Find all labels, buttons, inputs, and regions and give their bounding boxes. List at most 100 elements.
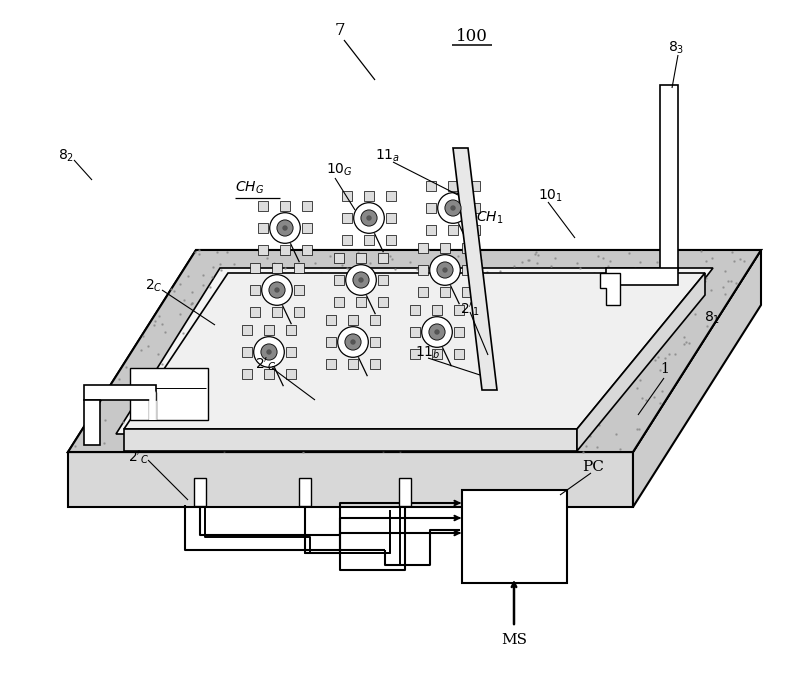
Text: $8_2$: $8_2$ — [58, 148, 74, 165]
Text: PC: PC — [582, 460, 604, 474]
Bar — [326, 359, 336, 369]
Bar — [250, 264, 260, 273]
Bar — [334, 253, 344, 264]
Polygon shape — [84, 400, 100, 445]
Circle shape — [274, 288, 280, 293]
Bar — [386, 213, 395, 223]
Bar — [426, 225, 436, 234]
Bar — [399, 478, 411, 506]
Polygon shape — [124, 429, 577, 451]
Bar — [378, 275, 387, 285]
Bar — [299, 478, 311, 506]
Bar — [342, 235, 352, 245]
Bar — [242, 369, 252, 378]
Bar — [264, 326, 274, 335]
Bar — [448, 225, 458, 234]
Bar — [454, 305, 463, 316]
Polygon shape — [633, 250, 761, 507]
Polygon shape — [453, 148, 497, 390]
Bar — [410, 348, 420, 359]
Circle shape — [254, 337, 284, 367]
Bar — [462, 265, 471, 275]
Bar — [386, 191, 395, 201]
Circle shape — [346, 265, 376, 295]
Circle shape — [277, 220, 293, 236]
Bar — [470, 225, 479, 234]
Circle shape — [450, 206, 456, 210]
Bar — [258, 201, 268, 211]
Circle shape — [437, 262, 453, 278]
Circle shape — [445, 200, 461, 216]
Bar — [470, 203, 479, 213]
Bar — [242, 326, 252, 335]
Bar — [448, 182, 458, 191]
Bar — [294, 285, 303, 295]
Bar — [462, 243, 471, 253]
Bar — [348, 316, 358, 325]
Bar — [302, 201, 311, 211]
Bar — [286, 347, 295, 357]
Bar — [378, 253, 387, 264]
Bar — [410, 327, 420, 337]
Polygon shape — [68, 452, 633, 507]
Bar — [286, 326, 295, 335]
Bar — [342, 213, 352, 223]
Circle shape — [442, 267, 448, 273]
Circle shape — [353, 272, 369, 288]
Bar — [454, 327, 463, 337]
Bar — [364, 235, 374, 245]
Bar — [462, 490, 567, 583]
Circle shape — [270, 212, 300, 243]
Bar — [364, 191, 374, 201]
Circle shape — [430, 255, 460, 285]
Bar — [194, 478, 206, 506]
Polygon shape — [600, 273, 620, 305]
Bar — [432, 348, 442, 359]
Text: $10_G$: $10_G$ — [326, 162, 353, 178]
Text: 1: 1 — [660, 362, 669, 376]
Bar — [272, 264, 282, 273]
Bar — [294, 307, 303, 316]
Polygon shape — [660, 85, 678, 270]
Text: MS: MS — [501, 633, 527, 647]
Text: $8_1$: $8_1$ — [704, 310, 720, 326]
Bar — [418, 265, 428, 275]
Bar — [342, 191, 352, 201]
Bar — [418, 243, 428, 253]
Text: $10_1$: $10_1$ — [538, 188, 563, 204]
Circle shape — [338, 326, 368, 357]
Text: $8_3$: $8_3$ — [668, 40, 684, 57]
Bar — [426, 182, 436, 191]
Bar — [370, 359, 379, 369]
Bar — [272, 307, 282, 316]
Bar — [426, 203, 436, 213]
Circle shape — [434, 329, 440, 335]
Bar — [334, 275, 344, 285]
Bar — [280, 201, 290, 211]
Text: $2'_G$: $2'_G$ — [255, 355, 276, 373]
Bar — [250, 285, 260, 295]
Bar — [294, 264, 303, 273]
Bar — [334, 296, 344, 307]
Circle shape — [345, 334, 361, 350]
Bar — [326, 316, 336, 325]
Bar — [470, 182, 479, 191]
Text: $11_b$: $11_b$ — [415, 345, 441, 361]
Circle shape — [366, 215, 372, 221]
Circle shape — [429, 324, 445, 340]
Bar — [130, 368, 208, 420]
Bar — [370, 316, 379, 325]
Polygon shape — [606, 268, 678, 285]
Bar — [440, 243, 450, 253]
Bar — [462, 287, 471, 296]
Text: $2'_1$: $2'_1$ — [460, 300, 479, 318]
Circle shape — [269, 282, 285, 298]
Bar — [440, 287, 450, 296]
Bar — [356, 296, 366, 307]
Bar — [286, 369, 295, 378]
Bar — [280, 245, 290, 255]
Text: $11_a$: $11_a$ — [375, 148, 400, 165]
Circle shape — [422, 317, 452, 347]
Bar — [242, 347, 252, 357]
Polygon shape — [577, 273, 705, 451]
